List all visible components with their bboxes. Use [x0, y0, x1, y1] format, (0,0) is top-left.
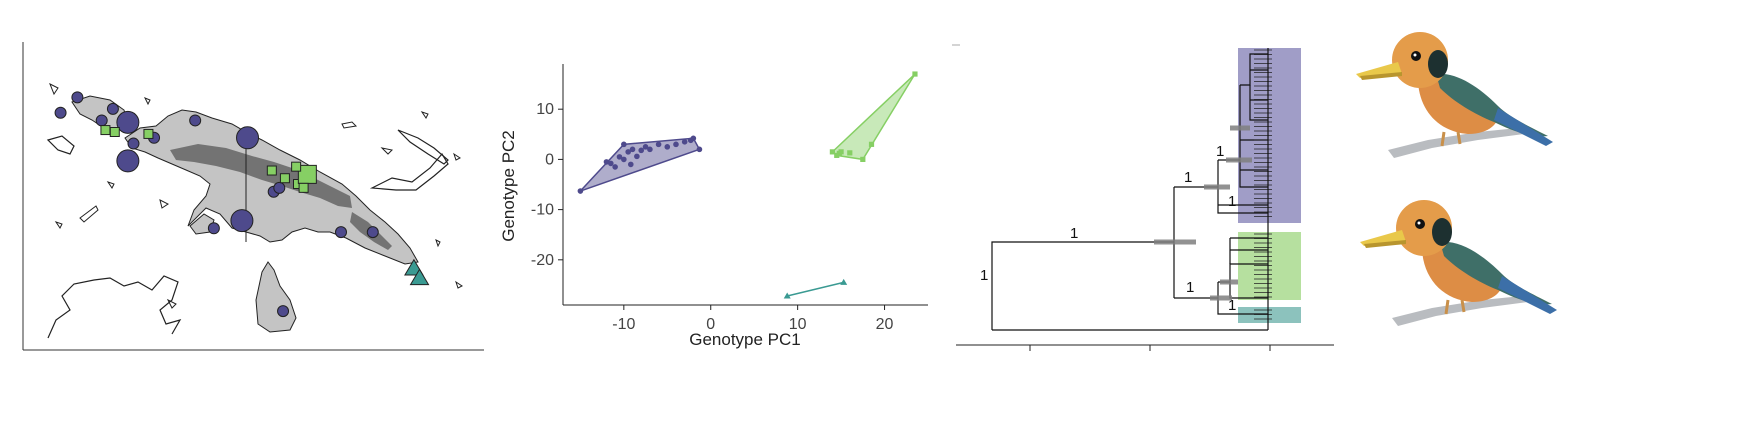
- pca-point: [690, 135, 697, 142]
- illustration-panel: [1340, 0, 1750, 418]
- pca-x-tick-label: 0: [706, 316, 715, 333]
- pca-point: [860, 156, 866, 162]
- tree-branches: [991, 53, 1268, 331]
- pca-point: [634, 153, 640, 160]
- pca-hulls: [579, 73, 916, 297]
- pca-y-tick-label: 10: [536, 101, 554, 118]
- pca-point: [647, 146, 653, 153]
- map-circle-marker: [230, 209, 254, 233]
- pca-point: [625, 149, 631, 155]
- sample-markers: [54, 91, 430, 318]
- pca-scatter-plot: -10 0 10 20 10 0 -10 -20 Genotype PC1 Genotype …: [499, 64, 928, 349]
- pca-points: [577, 71, 918, 299]
- phylogenetic-tree: 1 1 1 1 1 1 1: [952, 44, 1334, 351]
- map-circle-marker: [236, 126, 260, 150]
- range-map: [22, 42, 484, 351]
- phylogeny-panel: 1 1 1 1 1 1 1: [950, 0, 1340, 418]
- map-circle-marker: [335, 226, 347, 239]
- pca-y-tick-label: -10: [531, 202, 554, 219]
- pca-point: [603, 159, 610, 165]
- pca-ticks: -10 0 10 20 10 0 -10 -20: [531, 101, 894, 333]
- map-circle-marker: [71, 91, 84, 104]
- time-axis-ticks: [1029, 345, 1271, 351]
- map-square-marker: [279, 173, 290, 184]
- pca-point: [638, 147, 645, 154]
- pca-x-tick-label: 20: [876, 316, 894, 333]
- map-square-marker: [143, 128, 154, 139]
- pca-y-tick-label: 0: [545, 151, 554, 168]
- node-label-inner-lower: 1: [1228, 193, 1236, 210]
- pca-point: [642, 144, 649, 150]
- map-circle-marker: [366, 226, 379, 239]
- node-label-root: 1: [980, 267, 988, 284]
- pca-x-axis-label: Genotype PC1: [689, 330, 801, 349]
- kingfisher-illustration-bottom: [1358, 198, 1559, 328]
- kingfisher-illustrations: [1354, 30, 1559, 328]
- map-panel: [0, 0, 490, 418]
- pca-point: [673, 141, 679, 148]
- pca-point: [612, 164, 618, 170]
- pca-point: [681, 139, 688, 145]
- pca-x-tick-label: -10: [612, 316, 635, 333]
- node-label-lower-sub: 1: [1228, 297, 1236, 314]
- pca-x-tick-label: 10: [789, 316, 807, 333]
- new-ireland-coastline: [397, 129, 449, 165]
- clade-box-group-b: [1238, 232, 1301, 300]
- map-circle-marker: [54, 106, 67, 119]
- map-triangle-marker: [409, 268, 430, 286]
- pca-point: [838, 149, 844, 155]
- node-label-main: 1: [1070, 225, 1078, 242]
- map-circle-marker: [207, 222, 220, 235]
- pca-point: [696, 146, 703, 153]
- node-label-upper: 1: [1184, 169, 1192, 186]
- pca-point: [783, 292, 791, 299]
- pca-point: [621, 156, 627, 163]
- australia-coastline: [47, 275, 182, 339]
- pca-point: [577, 188, 584, 194]
- pca-y-axis-label: Genotype PC2: [499, 130, 518, 242]
- map-square-marker: [298, 182, 309, 193]
- map-circle-marker: [106, 102, 119, 115]
- pca-point: [664, 144, 671, 150]
- tree-tips: [1254, 48, 1272, 330]
- pca-point: [616, 154, 623, 160]
- map-square-marker: [100, 125, 111, 136]
- pca-point: [912, 71, 918, 77]
- pca-hull-3: [787, 281, 844, 297]
- node-error-bars: [1154, 125, 1252, 301]
- clade-box-group-c: [1238, 307, 1301, 323]
- small-islands: [49, 82, 463, 309]
- new-britain-coastline: [369, 152, 449, 191]
- pca-point: [621, 141, 627, 148]
- pca-panel: -10 0 10 20 10 0 -10 -20 Genotype PC1 Genotype …: [490, 0, 950, 418]
- map-square-marker: [291, 161, 302, 172]
- map-circle-marker: [116, 149, 140, 173]
- pca-point: [629, 146, 636, 153]
- map-circle-marker: [277, 305, 290, 318]
- map-circle-marker: [189, 114, 202, 127]
- map-square-marker: [266, 165, 277, 176]
- node-label-lower: 1: [1186, 279, 1194, 296]
- halmahera-coastline: [46, 135, 75, 155]
- map-circle-marker: [95, 114, 108, 127]
- pca-point: [868, 141, 875, 147]
- pca-hull-1: [579, 137, 701, 192]
- pca-point: [607, 160, 614, 167]
- map-circle-marker: [127, 137, 140, 150]
- map-circle-marker: [273, 181, 286, 194]
- node-label-inner: 1: [1216, 143, 1224, 160]
- cape-york: [255, 261, 297, 333]
- map-square-marker: [109, 127, 120, 137]
- kingfisher-illustration-top: [1354, 30, 1555, 160]
- pca-y-tick-label: -20: [531, 252, 554, 269]
- pca-point: [829, 149, 836, 155]
- pca-point: [840, 278, 848, 285]
- pca-point: [655, 141, 662, 148]
- pca-point: [847, 150, 853, 156]
- pca-point: [834, 152, 840, 158]
- map-circle-marker: [116, 110, 140, 134]
- pca-point: [627, 161, 634, 168]
